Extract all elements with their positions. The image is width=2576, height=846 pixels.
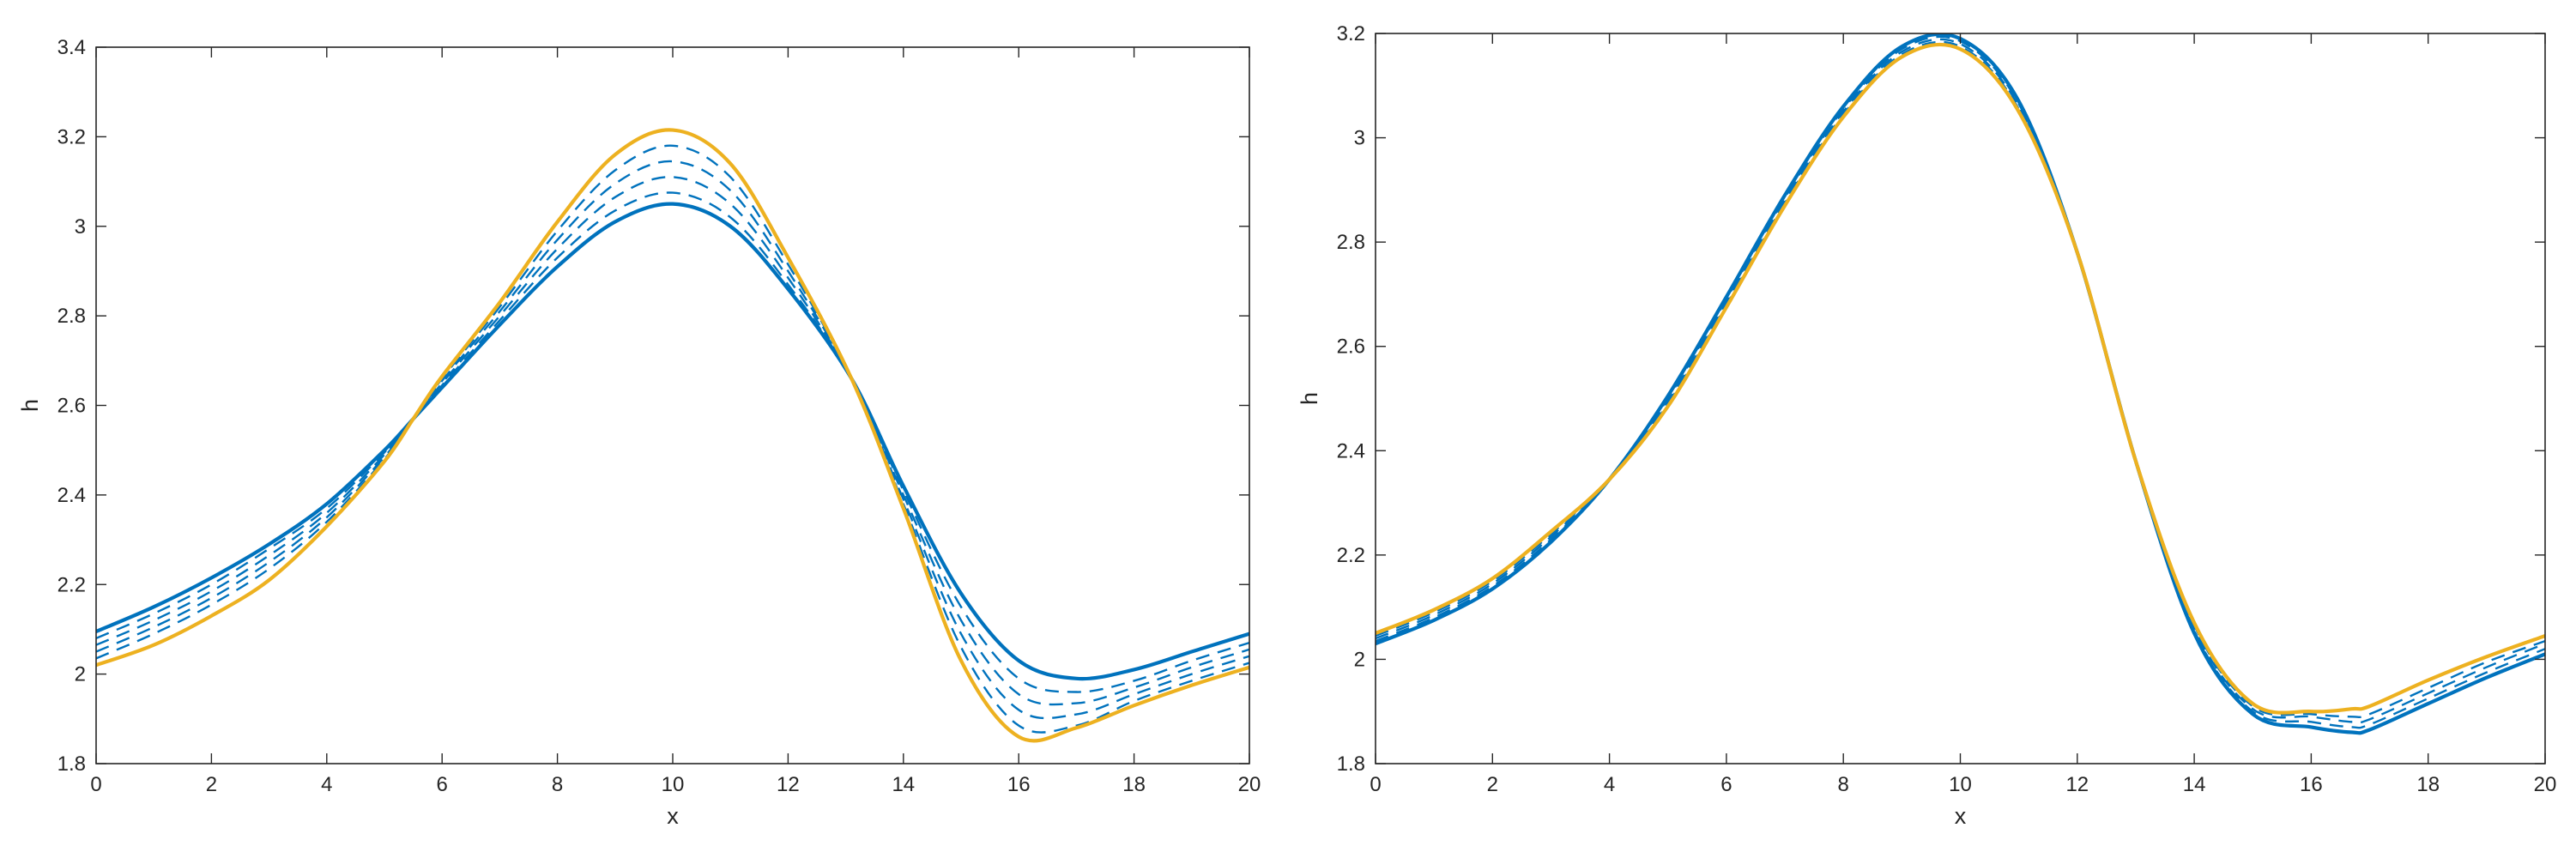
x-tick-label: 8 <box>552 773 563 796</box>
x-tick-label: 4 <box>1604 773 1615 796</box>
y-tick-label: 3 <box>1354 127 1365 150</box>
y-tick-label: 2.6 <box>1337 335 1365 359</box>
series-line-blue <box>96 202 1249 681</box>
x-tick-label: 20 <box>1238 773 1261 796</box>
y-tick-label: 2.6 <box>57 395 86 418</box>
y-tick-label: 1.8 <box>57 752 86 776</box>
x-tick-label: 0 <box>90 773 101 796</box>
x-tick-label: 0 <box>1370 773 1381 796</box>
series-line-dashed-1 <box>96 191 1249 693</box>
x-axis-label: x <box>1955 803 1967 829</box>
chart-2: 0 2 4 6 8 10 12 14 16 18 20 1.8 2 2.2 2.4 2.6 2.8 3 3.2 x h <box>1297 22 2556 829</box>
y-tick-label: 2.8 <box>57 305 86 328</box>
y-axis-label: h <box>1297 392 1322 405</box>
y-tick-label: 1.8 <box>1337 752 1365 776</box>
y-tick-label: 3.2 <box>1337 22 1365 45</box>
chart-1: 0 2 4 6 8 10 12 14 16 18 20 1.8 2 2.2 2.4 2.6 2.8 3 3.2 3.4… <box>17 36 1261 829</box>
series-group <box>1376 33 2545 735</box>
y-tick-label: 2.2 <box>1337 544 1365 567</box>
x-tick-label: 10 <box>1949 773 1972 796</box>
x-tick-label: 8 <box>1838 773 1849 796</box>
series-line-orange <box>1376 42 2545 715</box>
x-tick-label: 12 <box>2065 773 2089 796</box>
x-tick-label: 12 <box>777 773 800 796</box>
y-tick-label: 3.2 <box>57 125 86 148</box>
x-tick-label: 6 <box>437 773 448 796</box>
x-tick-label: 2 <box>1487 773 1498 796</box>
y-tick-label: 3.4 <box>57 36 86 59</box>
series-line-orange <box>96 128 1249 743</box>
x-tick-label: 20 <box>2534 773 2557 796</box>
x-tick-label: 18 <box>2416 773 2440 796</box>
x-tick-label: 4 <box>321 773 332 796</box>
series-line-dashed-3 <box>96 160 1249 720</box>
y-tick-label: 2 <box>75 663 86 686</box>
x-tick-label: 14 <box>2183 773 2206 796</box>
x-tick-label: 18 <box>1122 773 1146 796</box>
x-tick-label: 6 <box>1720 773 1732 796</box>
y-tick-label: 2 <box>1354 648 1365 671</box>
x-tick-label: 10 <box>662 773 685 796</box>
y-tick-label: 2.8 <box>1337 231 1365 254</box>
x-axis-label: x <box>667 803 679 829</box>
y-tick-label: 2.2 <box>57 573 86 596</box>
series-line-dashed-2 <box>96 176 1249 706</box>
series-line-dashed-4 <box>96 144 1249 734</box>
x-tick-label: 14 <box>892 773 915 796</box>
x-tick-label: 16 <box>1007 773 1031 796</box>
y-tick-label: 3 <box>75 215 86 239</box>
x-tick-label: 2 <box>206 773 217 796</box>
x-tick-label: 16 <box>2300 773 2323 796</box>
y-tick-label: 2.4 <box>1337 439 1365 462</box>
y-tick-label: 2.4 <box>57 484 86 507</box>
series-group <box>96 128 1249 743</box>
y-axis-label: h <box>17 399 43 412</box>
